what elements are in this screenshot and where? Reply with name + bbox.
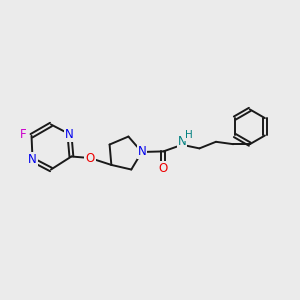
Text: N: N: [178, 135, 186, 148]
Text: O: O: [85, 152, 94, 164]
Text: N: N: [137, 146, 146, 158]
Text: N: N: [28, 153, 37, 167]
Text: O: O: [159, 162, 168, 175]
Text: N: N: [65, 128, 74, 141]
Text: F: F: [20, 128, 26, 141]
Text: H: H: [185, 130, 193, 140]
